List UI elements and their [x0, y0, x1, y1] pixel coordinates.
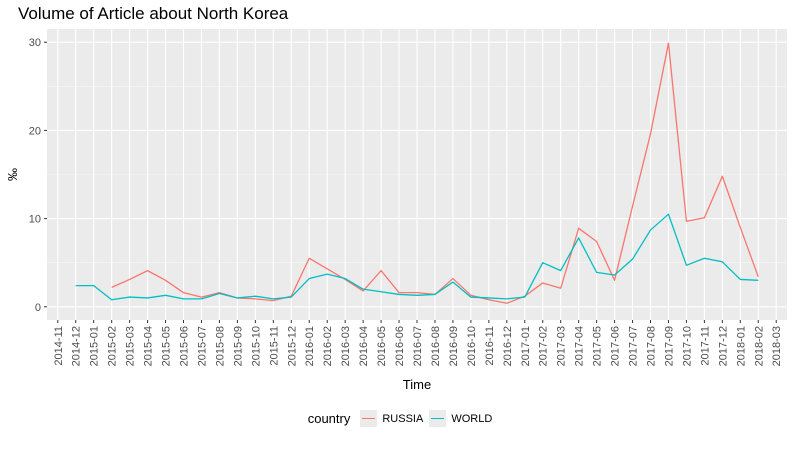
x-tick-label: 2016-09: [448, 326, 460, 366]
y-tick-label: 20: [29, 125, 41, 137]
x-tick-label: 2017-11: [699, 326, 711, 366]
x-tick-label: 2017-02: [538, 326, 550, 366]
y-tick-label: 10: [29, 214, 41, 226]
x-tick-label: 2017-06: [610, 326, 622, 366]
x-tick-label: 2015-09: [232, 326, 244, 366]
legend: country RUSSIA WORLD: [0, 410, 800, 427]
legend-label-russia: RUSSIA: [382, 412, 424, 425]
x-tick-label: 2015-06: [179, 326, 191, 366]
x-tick-label: 2016-02: [322, 326, 334, 366]
x-tick-label: 2016-11: [484, 326, 496, 366]
x-tick-label: 2017-09: [663, 326, 675, 366]
x-tick-label: 2015-10: [250, 326, 262, 366]
x-tick-label: 2017-05: [592, 326, 604, 366]
x-tick-label: 2016-10: [466, 326, 478, 366]
x-tick-label: 2017-07: [628, 326, 640, 366]
x-tick-label: 2018-03: [771, 326, 783, 366]
x-tick-label: 2015-01: [89, 326, 101, 366]
x-tick-label: 2016-01: [304, 326, 316, 366]
x-tick-label: 2017-01: [520, 326, 532, 366]
axes: 0 10 20 30 2014-11 2014-12 2015-01 2015-02 2015-…: [29, 37, 783, 366]
x-tick-label: 2016-08: [430, 326, 442, 366]
x-axis-title: Time: [403, 377, 431, 392]
x-tick-label: 2015-03: [125, 326, 137, 366]
x-tick-label: 2017-08: [645, 326, 657, 366]
series-line-world: [75, 213, 759, 301]
x-tick-label: 2015-05: [161, 326, 173, 366]
x-tick-label: 2017-10: [681, 326, 693, 366]
x-tick-label: 2015-07: [196, 326, 208, 366]
x-tick-label: 2015-04: [143, 326, 155, 366]
x-tick-label: 2018-02: [753, 326, 765, 366]
legend-title: country: [307, 411, 351, 426]
x-tick-label: 2015-11: [268, 326, 280, 366]
x-tick-label: 2016-07: [412, 326, 424, 366]
grid-lines: [47, 29, 787, 320]
legend-label-world: WORLD: [451, 412, 493, 425]
x-tick-label: 2015-12: [286, 326, 298, 366]
x-tick-label: 2017-03: [556, 326, 568, 366]
legend-entry-world: WORLD: [429, 410, 492, 427]
x-tick-label: 2016-04: [358, 326, 370, 366]
x-tick-label: 2014-12: [71, 326, 83, 366]
y-tick-label: 30: [29, 37, 41, 49]
x-tick-label: 2016-05: [376, 326, 388, 366]
chart-title: Volume of Article about North Korea: [18, 4, 289, 23]
y-tick-label: 0: [35, 302, 41, 314]
x-tick-label: 2015-02: [107, 326, 119, 366]
x-tick-label: 2017-12: [717, 326, 729, 366]
x-tick-label: 2016-03: [340, 326, 352, 366]
x-tick-label: 2016-12: [502, 326, 514, 366]
x-tick-label: 2017-04: [574, 326, 586, 366]
x-tick-label: 2015-08: [214, 326, 226, 366]
y-axis-title: ‰: [5, 168, 20, 181]
series-lines: [75, 42, 759, 304]
legend-key-russia: [360, 410, 378, 427]
legend-key-world: [429, 410, 447, 427]
legend-entry-russia: RUSSIA: [360, 410, 423, 427]
x-tick-label: 2014-11: [53, 326, 65, 366]
x-tick-label: 2016-06: [394, 326, 406, 366]
x-tick-label: 2018-01: [735, 326, 747, 366]
